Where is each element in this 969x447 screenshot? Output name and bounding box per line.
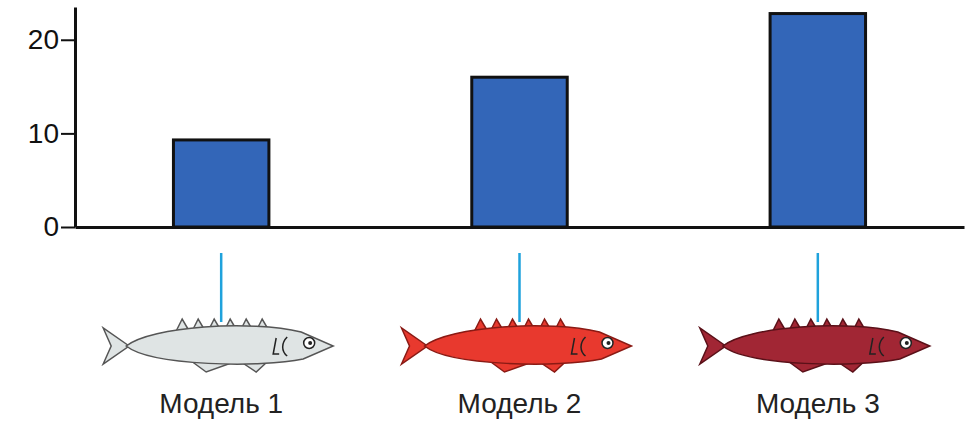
illustrations [103,253,930,372]
tick: 20 [28,24,75,55]
tick-label: 0 [43,211,59,242]
bars [173,14,865,227]
tick: Модель 2 [458,388,582,419]
fish-gill [870,337,884,356]
category-label: Модель 3 [756,388,880,419]
tick-mark [61,227,75,229]
y-axis: 0 10 20 [28,8,76,243]
fish-pupil [607,341,611,345]
fish-eye [304,338,315,349]
bar [173,140,268,227]
tick: Модель 1 [159,388,283,419]
fish-body [126,326,333,364]
connector [220,253,223,322]
bar [770,14,865,227]
tick-label: 10 [28,118,59,149]
fish [402,319,632,372]
fish-body [723,326,930,364]
fish-body [425,326,632,364]
tick-mark [61,39,75,41]
tick-label: 20 [28,24,59,55]
bar [472,77,567,227]
tick: Модель 3 [756,388,880,419]
axis-line [76,226,965,229]
fish-eye [900,338,911,349]
fish-eye [602,338,613,349]
fish [700,319,930,372]
category-label: Модель 1 [159,388,283,419]
fish [103,319,333,372]
fish-pupil [308,341,312,345]
connector [518,253,521,322]
x-axis: Модель 1 Модель 2 Модель 3 [76,228,965,419]
fish-pupil [905,341,909,345]
fish-gill [572,337,586,356]
connector [817,253,820,322]
fish-gill [273,337,287,356]
tick: 0 [43,211,75,242]
tick: 10 [28,118,75,149]
tick-mark [61,133,75,135]
category-label: Модель 2 [458,388,582,419]
chart: 0 10 20 Модель 1 Модель 2 Модель 3 [0,0,969,447]
